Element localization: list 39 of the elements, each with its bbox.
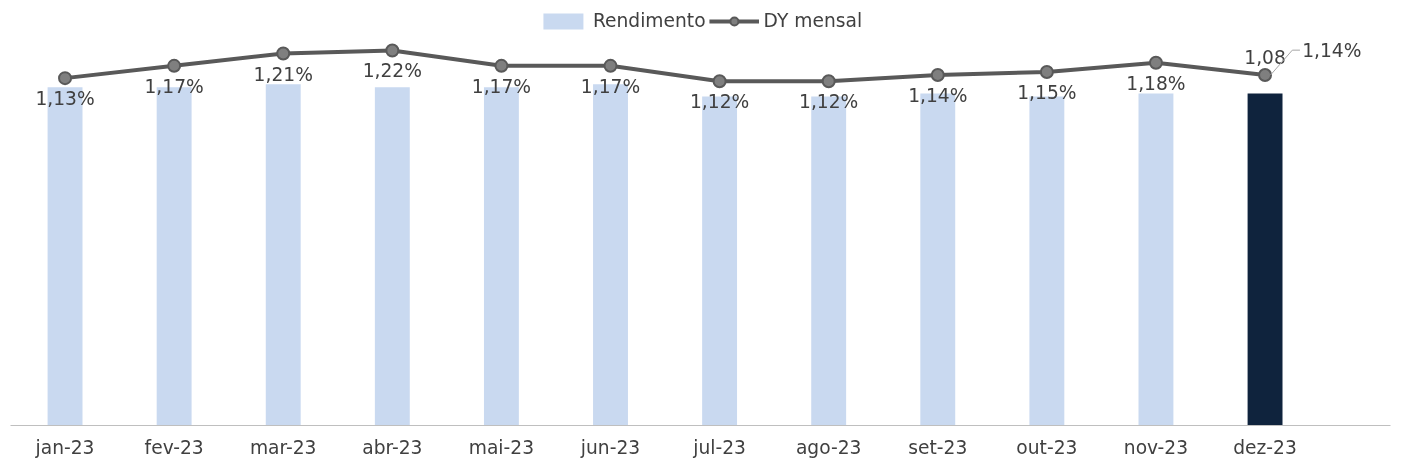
x-tick-label: mar-23	[249, 436, 317, 458]
data-label: 1,17%	[580, 75, 641, 97]
data-label: 1,08	[1244, 46, 1286, 68]
data-label: 1,12%	[799, 91, 859, 113]
x-tick-label: out-23	[1016, 436, 1078, 458]
point	[385, 43, 400, 58]
data-label: 1,22%	[362, 60, 422, 82]
x-tick-label: fev-23	[144, 436, 204, 458]
x-tick-label: dez-23	[1233, 436, 1297, 458]
point	[1258, 68, 1273, 83]
point	[930, 68, 945, 83]
x-tick-label: mai-23	[468, 436, 535, 458]
point	[603, 58, 618, 73]
legend-label: Rendimento	[592, 10, 706, 31]
data-label: 1,15%	[1017, 81, 1077, 103]
point	[712, 74, 727, 89]
x-tick-label: abr-23	[362, 436, 423, 458]
x-tick-label: jun-23	[579, 436, 641, 458]
x-tick-label: ago-23	[795, 436, 862, 458]
data-label: 1,14%	[908, 85, 968, 107]
point	[58, 71, 73, 86]
x-tick-label: set-23	[908, 436, 968, 458]
data-label: 1,17%	[471, 75, 532, 97]
data-label: 1,17%	[144, 75, 204, 97]
point	[1039, 64, 1054, 79]
data-label: 1,13%	[35, 88, 95, 110]
point	[276, 46, 291, 61]
legend-label: DY mensal	[763, 10, 863, 31]
data-label: 1,21%	[253, 63, 313, 85]
point	[494, 58, 509, 73]
data-label: 1,12%	[689, 91, 750, 113]
x-tick-label: nov-23	[1123, 436, 1189, 458]
data-label: 1,18%	[1126, 72, 1186, 94]
point	[1148, 55, 1163, 70]
point	[821, 74, 836, 89]
x-tick-label: jul-23	[692, 436, 746, 458]
x-tick-label: jan-23	[34, 436, 95, 458]
data-label: 1,14%	[1302, 39, 1362, 61]
point	[167, 58, 182, 73]
